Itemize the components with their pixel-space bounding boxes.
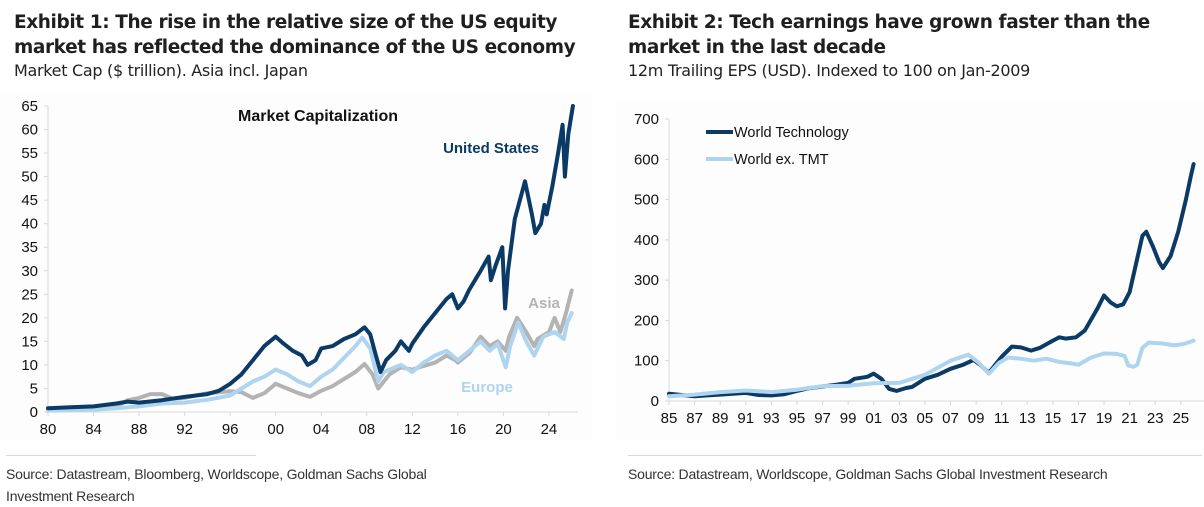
x-tick-label: 88 (131, 421, 148, 438)
x-tick-label: 24 (541, 421, 558, 438)
y-tick-label: 45 (21, 192, 38, 209)
legend-label-world-ex-tmt: World ex. TMT (734, 152, 829, 168)
exhibit-1-title-line2: market has reflected the dominance of th… (14, 37, 576, 58)
exhibit-1-source-line2: Investment Research (6, 488, 135, 504)
exhibit-1-source: Source: Datastream, Bloomberg, Worldscop… (6, 463, 526, 507)
series-line-world-technology (667, 162, 1196, 399)
x-tick-label: 95 (789, 410, 806, 427)
y-tick-label: 50 (21, 169, 38, 186)
exhibit-1-title: Exhibit 1: The rise in the relative size… (14, 10, 576, 60)
y-tick-label: 200 (634, 312, 659, 329)
x-tick-label: 92 (176, 421, 193, 438)
series-line-europe (46, 311, 574, 413)
x-tick-label: 97 (814, 410, 831, 427)
exhibit-1-subtitle: Market Cap ($ trillion). Asia incl. Japa… (14, 61, 308, 80)
x-tick-label: 12 (404, 421, 421, 438)
x-tick-label: 85 (661, 410, 678, 427)
y-tick-label: 60 (21, 122, 38, 139)
exhibit-1-divider (6, 455, 256, 456)
exhibit-1-source-line1: Source: Datastream, Bloomberg, Worldscop… (6, 466, 427, 482)
x-tick-label: 15 (1045, 410, 1062, 427)
y-tick-label: 65 (21, 98, 38, 115)
y-tick-label: 30 (21, 263, 38, 280)
y-tick-label: 100 (634, 353, 659, 370)
y-tick-label: 0 (30, 404, 38, 421)
x-tick-label: 96 (222, 421, 239, 438)
y-tick-label: 600 (634, 151, 659, 168)
exhibit-2-source-line1: Source: Datastream, Worldscope, Goldman … (628, 466, 1108, 482)
x-tick-label: 07 (942, 410, 959, 427)
x-tick-label: 11 (994, 410, 1010, 427)
x-tick-label: 16 (450, 421, 467, 438)
x-tick-label: 09 (968, 410, 985, 427)
series-label-asia: Asia (528, 295, 560, 312)
y-tick-label: 15 (21, 333, 38, 350)
y-tick-label: 700 (634, 111, 659, 128)
exhibit-2-source: Source: Datastream, Worldscope, Goldman … (628, 463, 1204, 485)
x-tick-label: 13 (1019, 410, 1036, 427)
market-cap-chart: 0 5 10 15 20 25 30 35 40 45 50 55 60 65 80 84 88 92 96 00 04… (21, 98, 578, 438)
x-tick-label: 19 (1096, 410, 1113, 427)
x-tick-label: 91 (737, 410, 754, 427)
exhibit-2-title-line1: Exhibit 2: Tech earnings have grown fast… (628, 12, 1150, 33)
exhibit-2-divider (628, 455, 1202, 456)
x-tick-label: 01 (865, 410, 882, 427)
y-tick-label: 25 (21, 286, 38, 303)
y-tick-label: 40 (21, 216, 38, 233)
exhibit-2-subtitle: 12m Trailing EPS (USD). Indexed to 100 o… (628, 61, 1030, 80)
y-tick-label: 5 (30, 380, 38, 397)
y-tick-label: 10 (21, 357, 38, 374)
series-label-united-states: United States (443, 140, 539, 157)
y-tick-label: 500 (634, 192, 659, 209)
x-tick-label: 89 (712, 410, 729, 427)
x-tick-label: 80 (40, 421, 57, 438)
eps-chart: 0 100 200 300 400 500 600 700 85 87 89 91 93 95 97 99 01… (634, 111, 1204, 427)
x-tick-label: 20 (495, 421, 512, 438)
series-line-world-ex-tmt (667, 338, 1196, 399)
x-tick-label: 93 (763, 410, 780, 427)
y-tick-label: 300 (634, 272, 659, 289)
x-tick-label: 21 (1121, 410, 1138, 427)
y-tick-label: 400 (634, 232, 659, 249)
y-tick-label: 35 (21, 239, 38, 256)
exhibit-1-chart-area: 0 5 10 15 20 25 30 35 40 45 50 55 60 65 80 84 88 92 96 00 04… (0, 92, 592, 440)
x-tick-label: 87 (686, 410, 703, 427)
y-tick-label: 0 (651, 393, 659, 410)
chart-title: Market Capitalization (238, 108, 398, 125)
x-tick-label: 08 (358, 421, 375, 438)
x-tick-label: 03 (891, 410, 908, 427)
legend-label-world-technology: World Technology (734, 125, 849, 141)
series-label-europe: Europe (461, 379, 513, 396)
x-tick-label: 84 (85, 421, 102, 438)
series-line-united-states (46, 104, 575, 411)
x-tick-label: 99 (840, 410, 857, 427)
exhibit-1-title-line1: Exhibit 1: The rise in the relative size… (14, 12, 558, 33)
y-tick-label: 55 (21, 145, 38, 162)
y-tick-label: 20 (21, 310, 38, 327)
exhibit-2-title-line2: market in the last decade (628, 37, 886, 58)
exhibit-2-chart-area: 0 100 200 300 400 500 600 700 85 87 89 91 93 95 97 99 01… (616, 100, 1204, 440)
x-tick-label: 05 (917, 410, 934, 427)
x-tick-label: 25 (1172, 410, 1189, 427)
x-tick-label: 00 (267, 421, 284, 438)
x-tick-label: 17 (1070, 410, 1087, 427)
x-tick-label: 23 (1147, 410, 1164, 427)
x-tick-label: 04 (313, 421, 330, 438)
exhibit-2-title: Exhibit 2: Tech earnings have grown fast… (628, 10, 1150, 60)
